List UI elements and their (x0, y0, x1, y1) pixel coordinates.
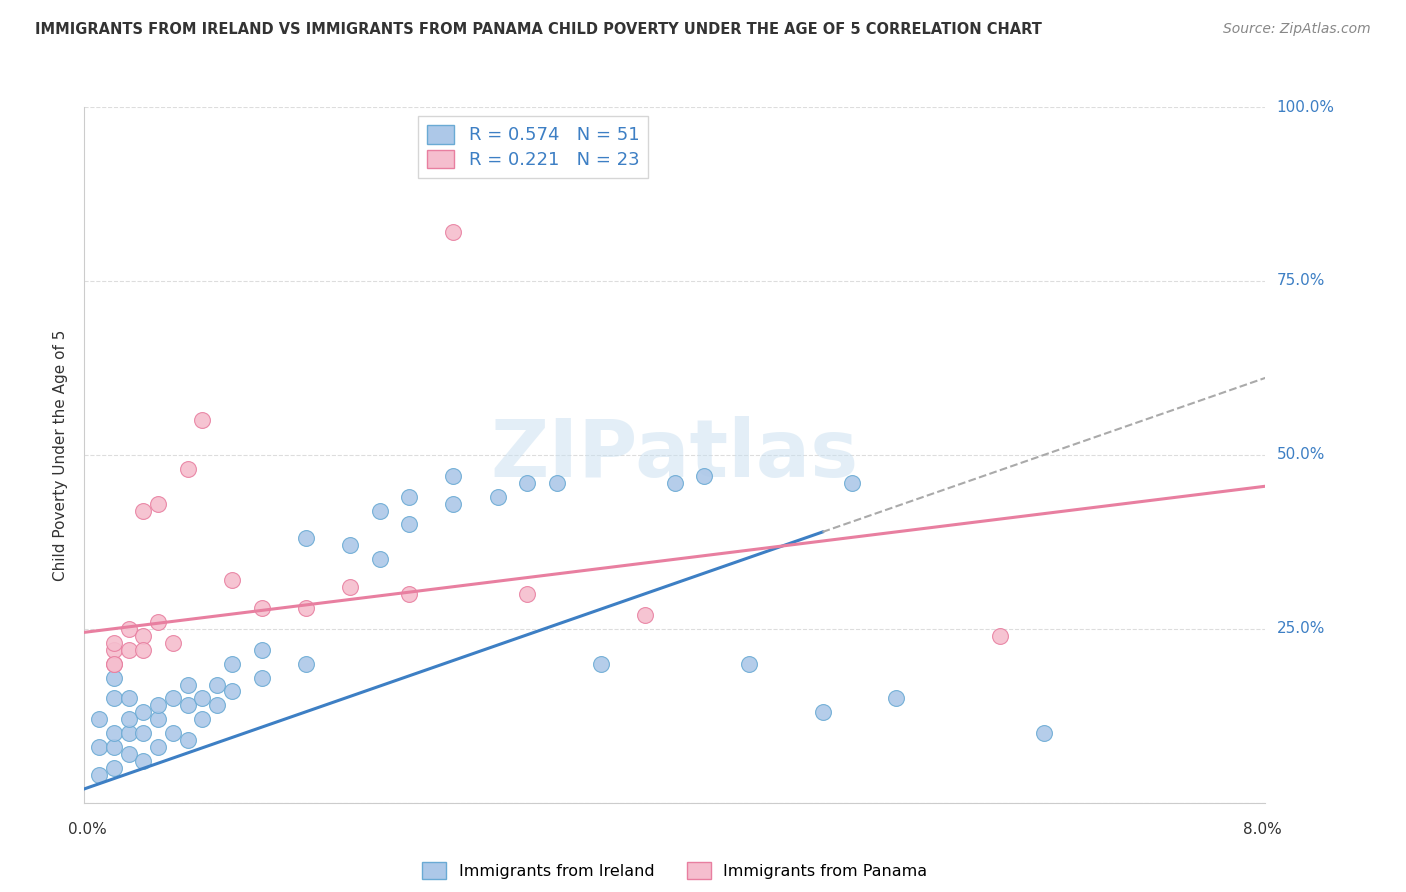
Point (250, 642, 273, 657)
Point (1032, 726, 1054, 740)
Point (886, 691, 908, 706)
Point (191, 691, 214, 706)
Point (811, 706, 834, 720)
Point (634, 607, 657, 622)
Point (132, 726, 155, 740)
Point (398, 587, 420, 601)
Point (205, 677, 228, 691)
Point (339, 580, 361, 594)
Point (221, 657, 243, 671)
Point (191, 712, 214, 726)
Point (132, 629, 155, 643)
Point (368, 503, 391, 517)
Text: 0.0%: 0.0% (67, 822, 107, 837)
Point (295, 657, 318, 671)
Point (87, 740, 111, 755)
Point (162, 726, 184, 740)
Point (221, 573, 243, 587)
Point (87, 712, 111, 726)
Text: ZIPatlas: ZIPatlas (491, 416, 859, 494)
Point (148, 740, 170, 755)
Point (103, 726, 125, 740)
Point (516, 587, 538, 601)
Point (398, 490, 420, 504)
Point (339, 538, 361, 552)
Point (162, 636, 184, 650)
Point (443, 497, 465, 511)
Point (737, 657, 759, 671)
Text: Source: ZipAtlas.com: Source: ZipAtlas.com (1223, 22, 1371, 37)
Point (177, 462, 200, 476)
Point (118, 726, 141, 740)
Point (132, 642, 155, 657)
Point (295, 601, 318, 615)
Point (664, 475, 686, 490)
Point (177, 733, 200, 747)
Point (103, 761, 125, 775)
Point (132, 503, 155, 517)
Point (516, 475, 538, 490)
Point (591, 657, 613, 671)
Point (398, 517, 420, 532)
Point (486, 490, 509, 504)
Point (103, 636, 125, 650)
Point (177, 677, 200, 691)
Point (118, 747, 141, 761)
Point (118, 622, 141, 636)
Point (443, 225, 465, 239)
Point (148, 497, 170, 511)
Point (295, 532, 318, 546)
Text: 25.0%: 25.0% (1277, 622, 1324, 636)
Point (87, 768, 111, 782)
Point (118, 691, 141, 706)
Point (221, 684, 243, 698)
Point (103, 671, 125, 685)
Point (546, 475, 568, 490)
Point (132, 754, 155, 768)
Text: 50.0%: 50.0% (1277, 448, 1324, 462)
Point (103, 642, 125, 657)
Point (250, 601, 273, 615)
Text: IMMIGRANTS FROM IRELAND VS IMMIGRANTS FROM PANAMA CHILD POVERTY UNDER THE AGE OF: IMMIGRANTS FROM IRELAND VS IMMIGRANTS FR… (35, 22, 1042, 37)
Point (148, 712, 170, 726)
Point (148, 615, 170, 629)
Text: 8.0%: 8.0% (1243, 822, 1282, 837)
Text: 75.0%: 75.0% (1277, 274, 1324, 288)
Point (118, 642, 141, 657)
Point (841, 475, 863, 490)
Point (988, 629, 1011, 643)
Point (162, 691, 184, 706)
Point (250, 671, 273, 685)
Point (118, 712, 141, 726)
Y-axis label: Child Poverty Under the Age of 5: Child Poverty Under the Age of 5 (53, 329, 69, 581)
Point (103, 657, 125, 671)
Point (443, 468, 465, 483)
Point (148, 698, 170, 713)
Point (132, 706, 155, 720)
Legend: Immigrants from Ireland, Immigrants from Panama: Immigrants from Ireland, Immigrants from… (416, 856, 934, 885)
Point (103, 740, 125, 755)
Point (205, 698, 228, 713)
Text: 100.0%: 100.0% (1277, 100, 1334, 114)
Point (103, 657, 125, 671)
Point (177, 698, 200, 713)
Point (693, 468, 716, 483)
Point (103, 691, 125, 706)
Point (368, 552, 391, 566)
Point (191, 413, 214, 427)
